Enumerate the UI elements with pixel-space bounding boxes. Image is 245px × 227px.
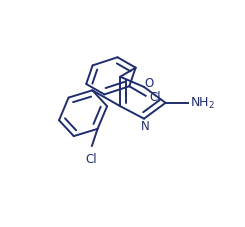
Text: Cl: Cl [150,91,161,104]
Text: Cl: Cl [85,152,97,165]
Text: N: N [141,119,149,132]
Text: O: O [144,77,153,90]
Text: NH$_2$: NH$_2$ [190,96,215,111]
